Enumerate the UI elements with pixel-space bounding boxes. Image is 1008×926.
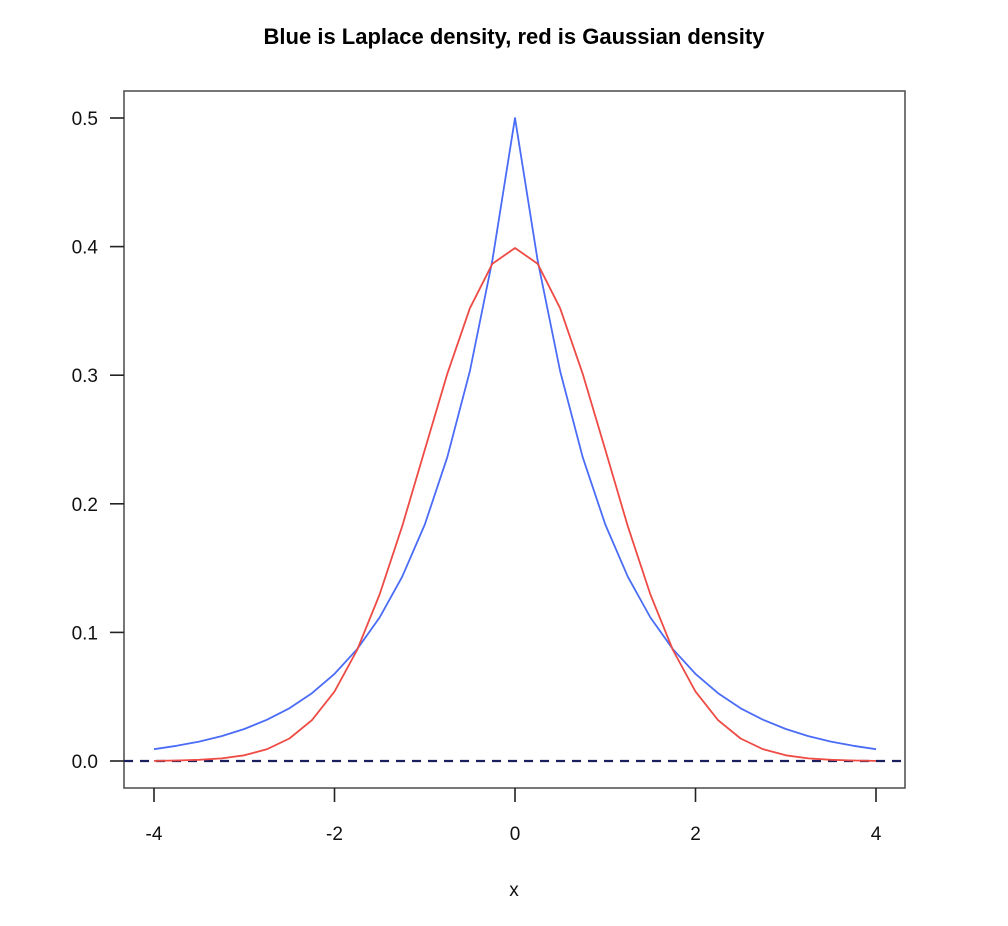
y-tick-label: 0.4	[72, 238, 99, 259]
y-tick-label: 0.2	[72, 495, 98, 516]
y-tick-label: 0.1	[72, 623, 98, 644]
x-tick-label: 4	[871, 824, 882, 845]
y-tick-label: 0.0	[72, 752, 98, 773]
x-tick-label: 0	[510, 824, 521, 845]
series-group	[153, 117, 877, 762]
chart-title: Blue is Laplace density, red is Gaussian…	[264, 24, 766, 49]
y-axis: 0.0 0.1 0.2 0.3 0.4 0.5	[72, 109, 124, 773]
gaussian-density-line	[153, 247, 877, 762]
y-tick-label: 0.3	[72, 366, 98, 387]
y-tick-label: 0.5	[72, 109, 98, 130]
x-tick-label: -2	[326, 824, 343, 845]
plot-box	[123, 90, 906, 789]
x-axis: -4 -2 0 2 4	[146, 788, 882, 845]
x-tick-label: -4	[146, 824, 163, 845]
laplace-density-line	[153, 117, 877, 751]
x-axis-label: x	[509, 880, 519, 901]
x-tick-label: 2	[690, 824, 701, 845]
